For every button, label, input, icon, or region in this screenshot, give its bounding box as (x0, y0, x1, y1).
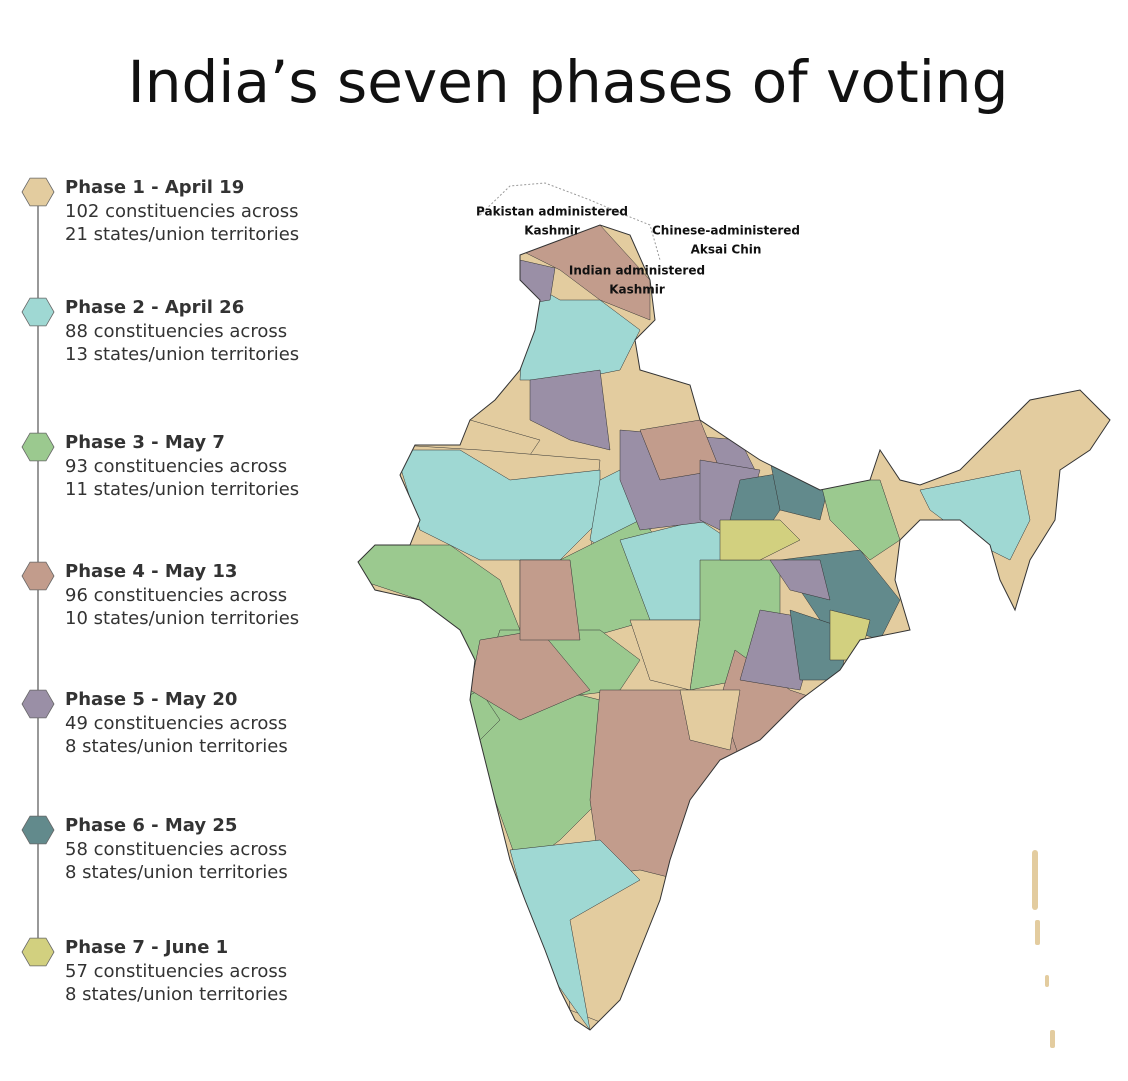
phase-marker (21, 689, 55, 719)
phase-states: 11 states/union territories (65, 479, 299, 500)
region (769, 559, 831, 601)
map (358, 225, 1110, 1030)
phase-name: Phase 5 - May 20 (65, 689, 237, 710)
phase-states: 8 states/union territories (65, 736, 288, 757)
phase-states: 13 states/union territories (65, 344, 299, 365)
phase-marker (21, 297, 55, 327)
phase-constituencies: 96 constituencies across (65, 585, 287, 606)
map-labels: Pakistan administered Kashmir Chinese-admi… (476, 205, 800, 297)
phase-constituencies: 93 constituencies across (65, 456, 287, 477)
legend: Phase 1 - April 19 102 constituencies acr… (21, 177, 299, 1005)
map-label: Kashmir (524, 224, 580, 238)
phase-name: Phase 3 - May 7 (65, 432, 225, 453)
region (679, 689, 741, 751)
region (519, 559, 581, 641)
phase-name: Phase 2 - April 26 (65, 297, 244, 318)
map-label: Kashmir (609, 283, 665, 297)
phase-constituencies: 58 constituencies across (65, 839, 287, 860)
region (519, 279, 641, 381)
phase-states: 10 states/union territories (65, 608, 299, 629)
phase-marker (21, 815, 55, 845)
phase-states: 21 states/union territories (65, 224, 299, 245)
islands (1032, 850, 1055, 1048)
phase-marker (21, 561, 55, 591)
region (919, 469, 1031, 561)
phase-name: Phase 6 - May 25 (65, 815, 237, 836)
map-label: Indian administered (569, 264, 705, 278)
phase-constituencies: 57 constituencies across (65, 961, 287, 982)
phase-constituencies: 49 constituencies across (65, 713, 287, 734)
phase-states: 8 states/union territories (65, 984, 288, 1005)
region (519, 225, 651, 321)
phase-constituencies: 102 constituencies across (65, 201, 299, 222)
map-label: Aksai Chin (691, 243, 762, 257)
phase-marker (21, 432, 55, 462)
phase-name: Phase 1 - April 19 (65, 177, 244, 198)
region (529, 369, 611, 451)
phase-marker (21, 177, 55, 207)
region (719, 519, 801, 561)
phase-name: Phase 7 - June 1 (65, 937, 228, 958)
region (519, 259, 556, 306)
disputed-border (479, 182, 661, 261)
map-label: Chinese-administered (652, 224, 800, 238)
title: India’s seven phases of voting (128, 48, 1009, 116)
india-outline (357, 224, 1111, 1031)
phase-name: Phase 4 - May 13 (65, 561, 237, 582)
phase-states: 8 states/union territories (65, 862, 288, 883)
map-label: Pakistan administered (476, 205, 628, 219)
phase-marker (21, 937, 55, 967)
phase-constituencies: 88 constituencies across (65, 321, 287, 342)
